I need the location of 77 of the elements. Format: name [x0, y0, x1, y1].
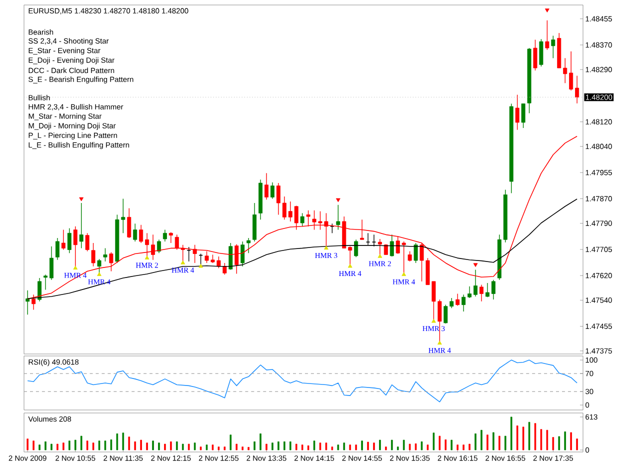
point [79, 197, 84, 202]
candlestick [174, 234, 179, 250]
candlestick [103, 248, 108, 262]
candlestick [491, 280, 496, 300]
candlestick [240, 241, 245, 267]
candlestick [300, 212, 304, 227]
candlestick [474, 269, 478, 297]
point [73, 266, 78, 270]
candlestick [97, 258, 102, 276]
candlestick [479, 284, 484, 302]
point [348, 264, 352, 268]
candlestick [348, 246, 352, 267]
candlestick [127, 208, 132, 238]
point [402, 272, 406, 276]
candlestick [551, 35, 556, 59]
point [144, 256, 150, 260]
candlestick [515, 94, 520, 130]
candlestick [91, 242, 96, 267]
candlestick [372, 234, 376, 247]
candlestick [168, 232, 173, 244]
candlestick [246, 238, 251, 254]
point [544, 8, 550, 12]
candlestick [55, 238, 60, 260]
point [324, 246, 328, 250]
candlestick [366, 232, 370, 246]
candlestick [360, 219, 364, 240]
candlestick [44, 274, 48, 290]
candlestick [192, 244, 197, 264]
candlestick [533, 39, 538, 71]
candlestick [336, 204, 340, 230]
candlestick [145, 232, 150, 258]
candlestick [109, 252, 114, 272]
candlestick [456, 293, 460, 306]
candlestick [85, 232, 90, 252]
candlestick [378, 238, 382, 257]
candlestick [282, 196, 286, 220]
candlestick [49, 246, 54, 280]
candlestick [306, 210, 310, 227]
candlestick [222, 262, 227, 276]
point [432, 318, 436, 323]
point [180, 260, 186, 264]
point [97, 272, 102, 276]
candlestick [186, 246, 192, 262]
candlestick [575, 75, 580, 104]
candlestick [539, 38, 544, 67]
candlestick [73, 226, 78, 269]
candlestick [408, 250, 412, 262]
candlestick [521, 103, 526, 128]
candlestick [485, 282, 490, 298]
candlestick [414, 242, 418, 264]
candlestick [354, 239, 358, 258]
candlestick [67, 228, 72, 254]
candlestick [264, 172, 268, 200]
candlestick [139, 224, 144, 244]
point [198, 264, 203, 268]
candlestick [270, 182, 274, 200]
candlestick [569, 51, 574, 91]
point [437, 340, 442, 345]
point [336, 198, 340, 202]
candlestick [330, 223, 334, 234]
candlestick [79, 202, 84, 249]
candlestick [462, 294, 466, 312]
point [378, 254, 382, 258]
candlestick [545, 20, 550, 50]
candlestick [151, 234, 155, 260]
point [473, 263, 478, 268]
candlestick [61, 229, 66, 250]
candlestick [563, 58, 568, 84]
line-series [27, 360, 578, 402]
candlestick [156, 239, 161, 254]
candlestick [234, 244, 239, 274]
candlestick [276, 182, 280, 216]
candlestick [133, 223, 138, 242]
candlestick [390, 234, 394, 257]
candlestick [162, 229, 167, 242]
candlestick [121, 198, 126, 234]
candlestick [468, 286, 472, 298]
